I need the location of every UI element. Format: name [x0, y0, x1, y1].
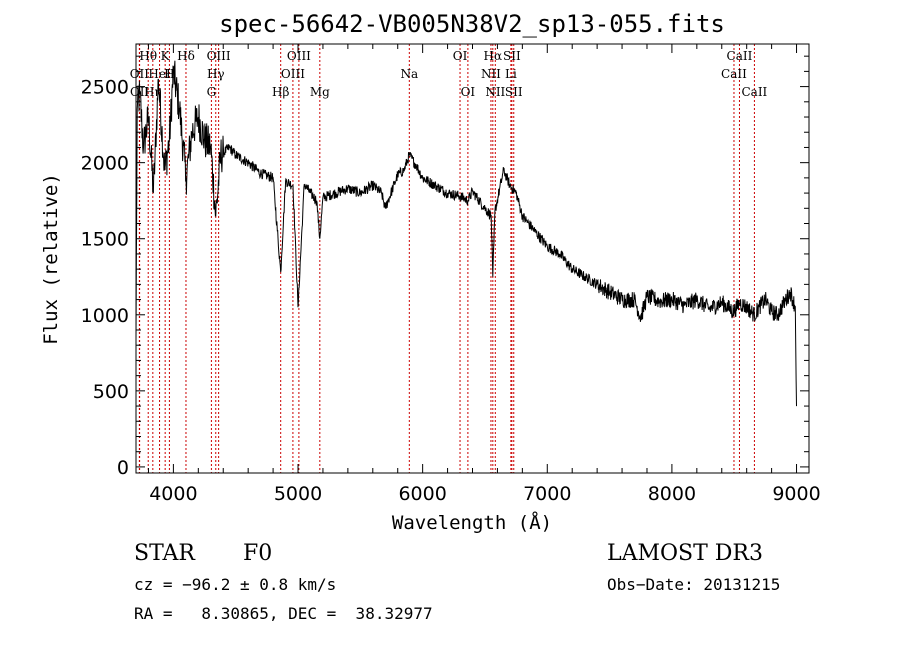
- line-label: CaII: [721, 67, 747, 81]
- line-label: OI: [453, 49, 468, 63]
- spectrum-series: [135, 60, 797, 407]
- line-label: Hδ: [177, 49, 195, 63]
- chart-title: spec-56642-VB005N38V2_sp13-055.fits: [219, 10, 725, 38]
- line-label: OII: [130, 67, 150, 81]
- x-tick-label: 5000: [274, 483, 322, 505]
- line-markers: [138, 44, 755, 473]
- y-tick-label: 1000: [81, 305, 129, 327]
- footer: STAR F0 LAMOST DR3 cz = −96.2 ± 0.8 km/s…: [134, 541, 780, 623]
- line-label: Hβ: [272, 85, 289, 99]
- line-label: HeI: [148, 67, 171, 81]
- line-label: OIII: [207, 49, 231, 63]
- line-label: CaII: [741, 85, 767, 99]
- obs-date: Obs−Date: 20131215: [607, 575, 780, 594]
- y-axis: 0 500 1000 1500 2000 2500: [81, 55, 809, 479]
- survey-name: LAMOST DR3: [607, 541, 763, 566]
- spectrum-line: [135, 60, 797, 407]
- coordinates: RA = 8.30865, DEC = 38.32977: [134, 604, 433, 623]
- line-label: CaII: [727, 49, 753, 63]
- redshift-info: cz = −96.2 ± 0.8 km/s: [134, 575, 336, 594]
- y-tick-label: 500: [93, 381, 129, 403]
- x-tick-label: 6000: [398, 483, 446, 505]
- line-label: K: [161, 49, 171, 63]
- line-label: Hα: [484, 49, 503, 63]
- y-tick-label: 1500: [81, 229, 129, 251]
- subclass: F0: [243, 541, 272, 566]
- x-axis: 4000 5000 6000 7000 8000 9000: [147, 44, 821, 505]
- y-tick-label: 2500: [81, 77, 129, 99]
- line-label: OIII: [287, 49, 311, 63]
- line-label: G: [207, 85, 217, 99]
- line-label: Na: [400, 67, 418, 81]
- line-label: OIII: [281, 67, 305, 81]
- line-label: Mg: [310, 85, 330, 99]
- plot-frame: [135, 43, 810, 474]
- y-axis-label: Flux (relative): [40, 173, 62, 345]
- line-label: NII: [485, 85, 505, 99]
- line-label: Hη: [144, 85, 162, 99]
- x-tick-label: 8000: [648, 483, 696, 505]
- line-label: Li: [505, 67, 517, 81]
- x-tick-label: 7000: [523, 483, 571, 505]
- line-label: SII: [503, 49, 521, 63]
- y-tick-label: 2000: [81, 153, 129, 175]
- x-tick-label: 9000: [772, 483, 820, 505]
- line-label: H: [164, 67, 174, 81]
- object-class: STAR: [134, 541, 196, 566]
- line-label: NII: [481, 67, 501, 81]
- line-label: OI: [461, 85, 476, 99]
- line-label: Hθ: [139, 49, 157, 63]
- x-axis-label: Wavelength (Å): [392, 511, 552, 534]
- line-label: Hγ: [207, 67, 225, 81]
- y-tick-label: 0: [117, 457, 129, 479]
- line-label: SII: [505, 85, 523, 99]
- x-tick-label: 4000: [149, 483, 197, 505]
